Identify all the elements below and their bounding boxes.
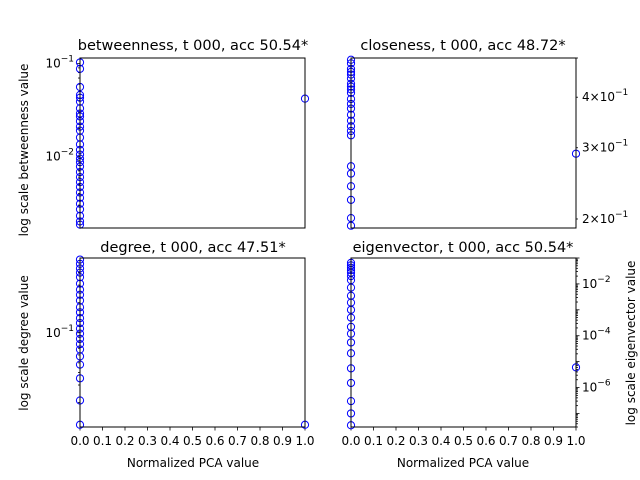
degree-x-tick-label: 0.2 bbox=[115, 434, 134, 448]
eigenvector-x-axis-label: Normalized PCA value bbox=[397, 456, 529, 470]
eigenvector-x-tick-label: 0.1 bbox=[364, 434, 383, 448]
degree-x-tick-label: 0.9 bbox=[273, 434, 292, 448]
closeness-y-tick-label: 4×10−1 bbox=[582, 88, 628, 104]
degree-y-axis-label: log scale degree value bbox=[17, 275, 31, 411]
eigenvector-plot-area bbox=[350, 257, 577, 428]
eigenvector-y-axis-label: log scale eigenvector value bbox=[624, 261, 638, 426]
betweenness-title: betweenness, t 000, acc 50.54* bbox=[78, 38, 309, 54]
degree-panel: degree, t 000, acc 47.51* log scale degr… bbox=[17, 240, 315, 470]
degree-x-tick-label: 0.1 bbox=[93, 434, 112, 448]
degree-x-tick-label: 0.3 bbox=[138, 434, 157, 448]
betweenness-y-tick-label: 10−1 bbox=[45, 55, 74, 71]
eigenvector-x-tick-label: 0.7 bbox=[499, 434, 518, 448]
eigenvector-y-tick-label: 10−4 bbox=[582, 327, 611, 343]
closeness-title: closeness, t 000, acc 48.72* bbox=[360, 38, 565, 54]
degree-x-tick-label: 0.8 bbox=[250, 434, 269, 448]
degree-x-tick-label: 1.0 bbox=[295, 434, 314, 448]
degree-x-tick-label: 0.7 bbox=[228, 434, 247, 448]
closeness-panel: closeness, t 000, acc 48.72* 2×10−1 3×10−… bbox=[346, 38, 628, 230]
eigenvector-x-tick-label: 0.9 bbox=[544, 434, 563, 448]
eigenvector-x-ticks: 0.0 0.1 0.2 0.3 0.4 0.5 0.6 0.7 0.8 0.9 1.0 bbox=[341, 427, 586, 448]
closeness-y-tick-label: 2×10−1 bbox=[582, 210, 628, 226]
eigenvector-y-tick-label: 10−2 bbox=[582, 275, 611, 291]
betweenness-y-axis-label: log scale betweenness value bbox=[17, 64, 31, 237]
eigenvector-x-tick-label: 0.5 bbox=[454, 434, 473, 448]
eigenvector-title: eigenvector, t 000, acc 50.54* bbox=[353, 240, 574, 256]
eigenvector-x-tick-label: 0.6 bbox=[476, 434, 495, 448]
eigenvector-y-tick-label: 10−6 bbox=[582, 379, 611, 395]
eigenvector-panel: eigenvector, t 000, acc 50.54* log scale… bbox=[341, 240, 638, 470]
eigenvector-x-tick-label: 0.4 bbox=[431, 434, 450, 448]
closeness-y-ticks: 2×10−1 3×10−1 4×10−1 bbox=[576, 57, 628, 226]
degree-x-tick-label: 0.0 bbox=[70, 434, 89, 448]
eigenvector-x-tick-label: 0.8 bbox=[521, 434, 540, 448]
closeness-plot-area bbox=[350, 57, 577, 229]
betweenness-y-tick-label: 10−2 bbox=[45, 148, 74, 164]
degree-x-tick-label: 0.6 bbox=[205, 434, 224, 448]
degree-plot-area bbox=[79, 257, 306, 428]
degree-y-tick-label: 10−1 bbox=[45, 324, 74, 340]
betweenness-plot-area bbox=[79, 57, 306, 229]
degree-x-axis-label: Normalized PCA value bbox=[127, 456, 259, 470]
closeness-y-tick-label: 3×10−1 bbox=[582, 139, 628, 155]
degree-x-tick-label: 0.4 bbox=[160, 434, 179, 448]
eigenvector-x-tick-label: 0.3 bbox=[409, 434, 428, 448]
eigenvector-x-tick-label: 1.0 bbox=[566, 434, 585, 448]
degree-title: degree, t 000, acc 47.51* bbox=[100, 240, 285, 256]
eigenvector-x-tick-label: 0.2 bbox=[386, 434, 405, 448]
eigenvector-x-tick-label: 0.0 bbox=[341, 434, 360, 448]
degree-x-tick-label: 0.5 bbox=[183, 434, 202, 448]
betweenness-panel: betweenness, t 000, acc 50.54* log scale… bbox=[17, 38, 310, 237]
